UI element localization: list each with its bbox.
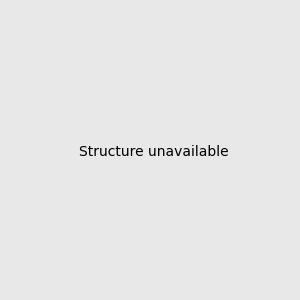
Text: Structure unavailable: Structure unavailable [79,145,229,158]
